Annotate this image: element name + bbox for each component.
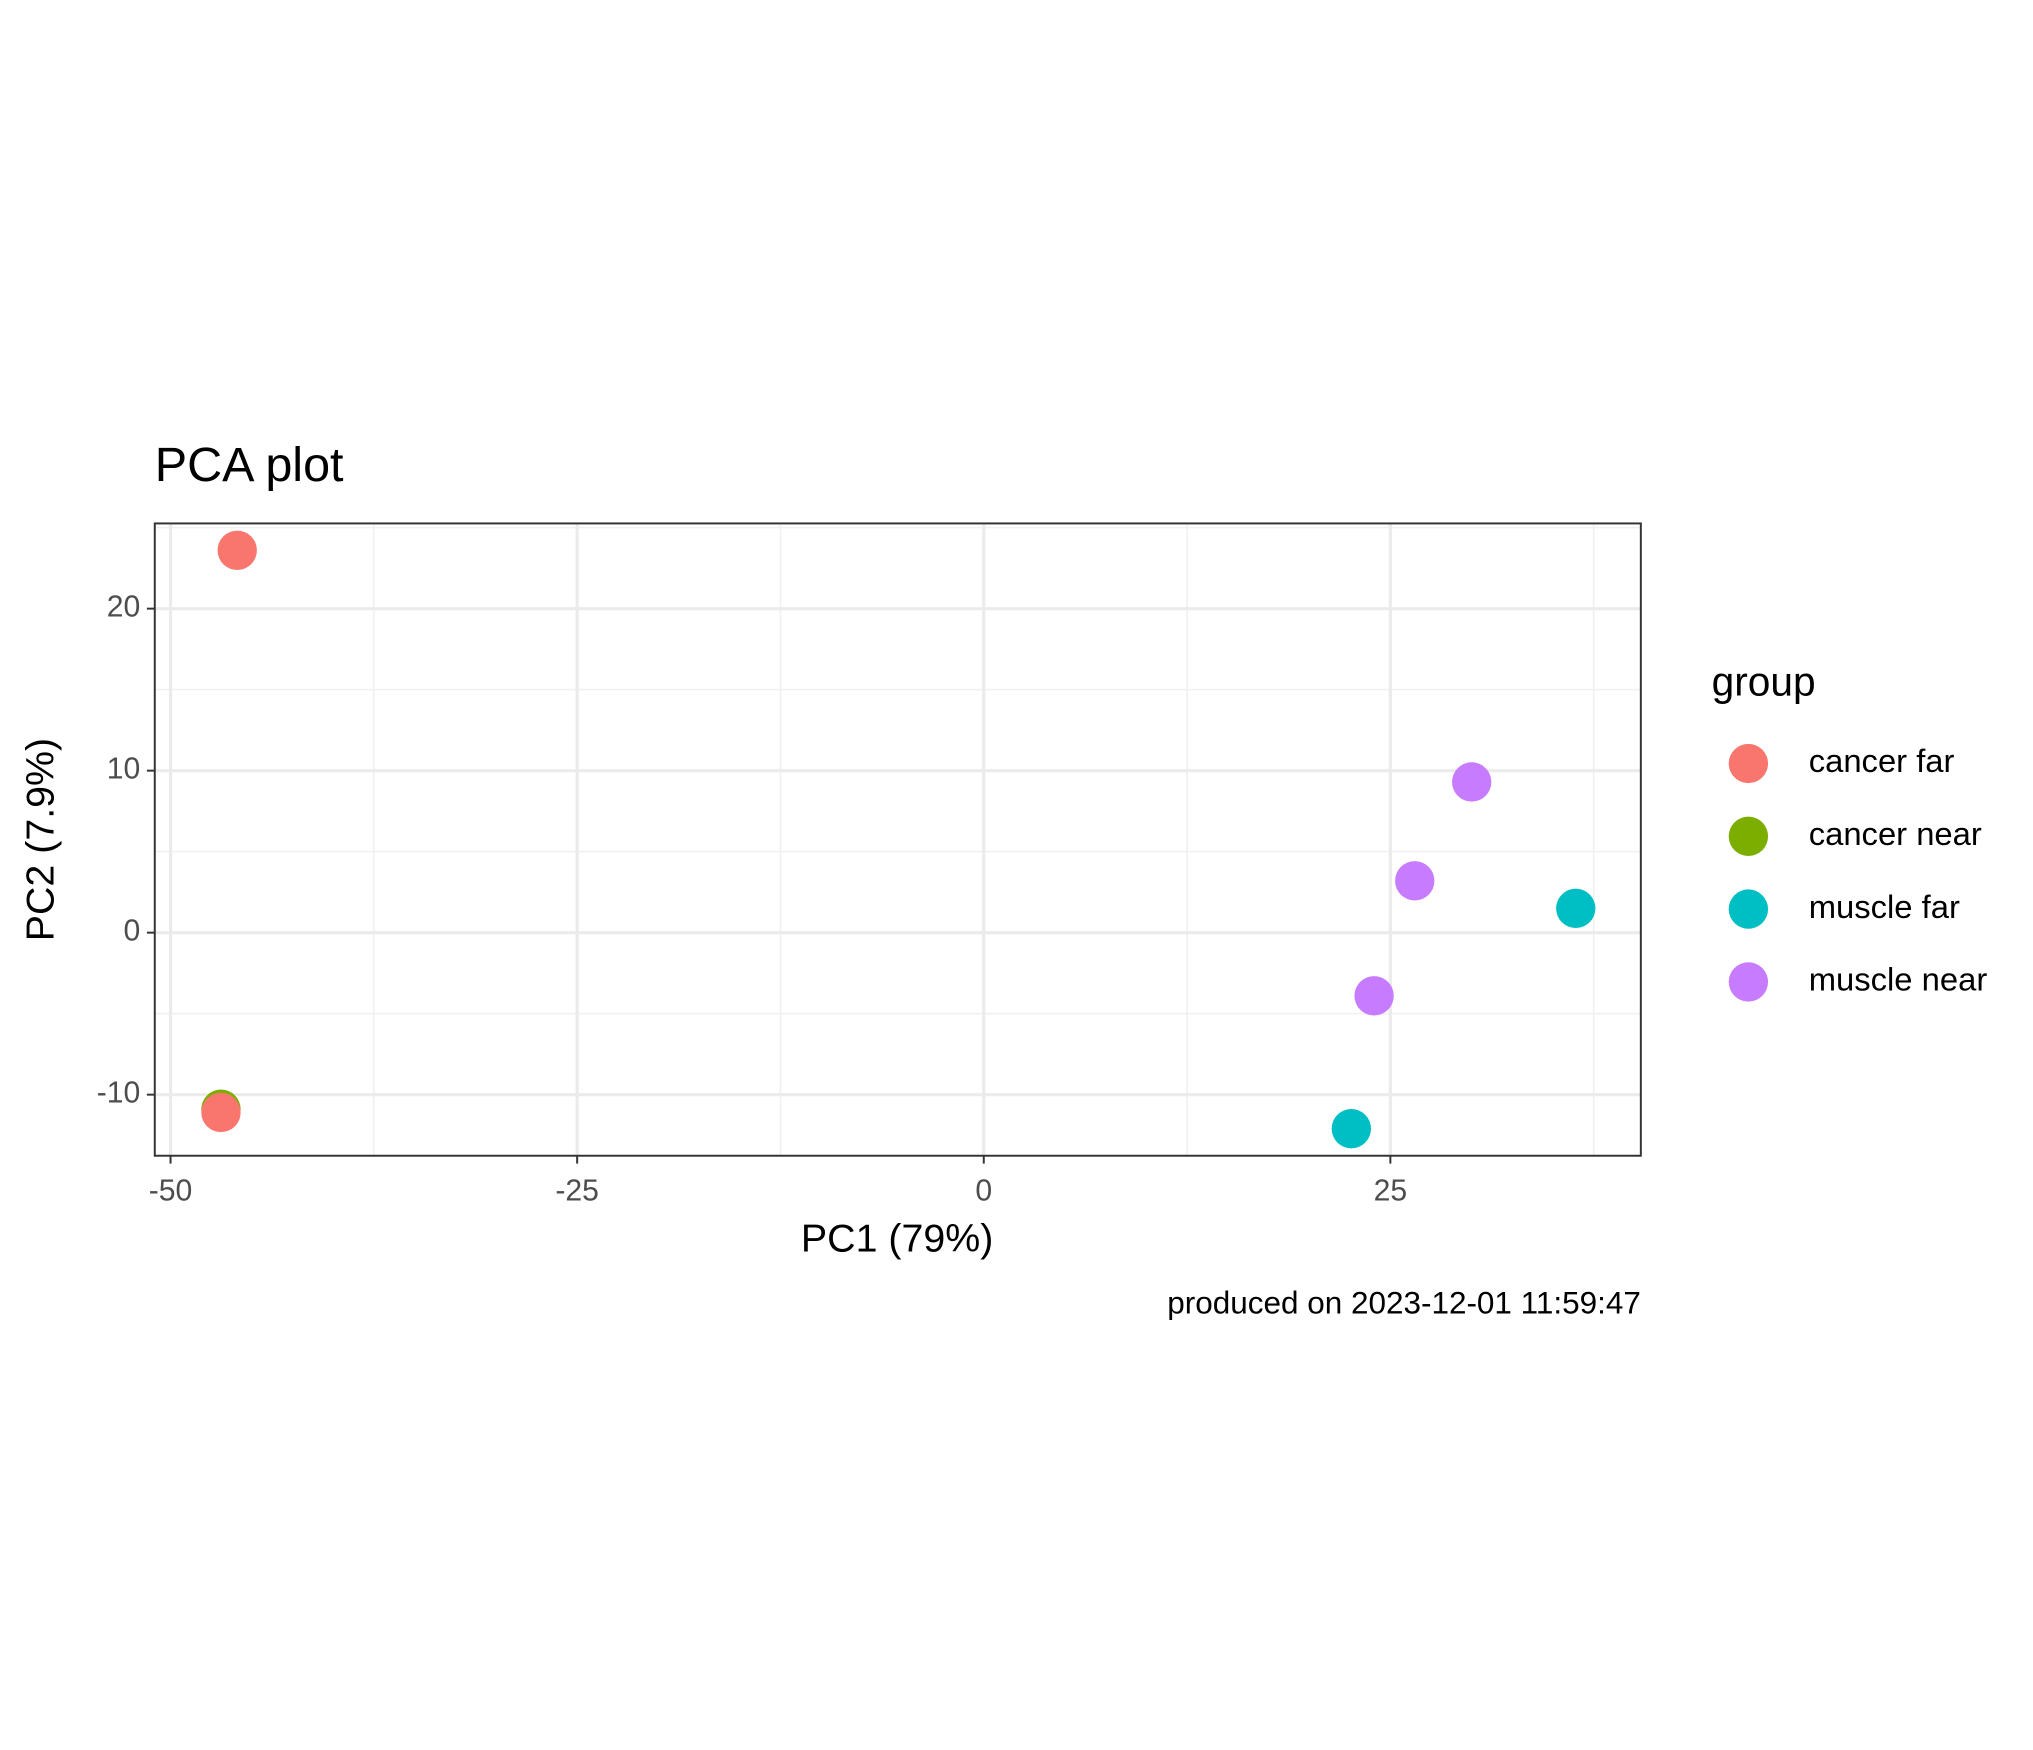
x-tick-label: -25	[555, 1174, 599, 1207]
y-tick-label: 20	[107, 591, 141, 624]
legend-key	[1728, 743, 1769, 784]
y-tick-label: -10	[97, 1077, 141, 1110]
point	[1354, 976, 1394, 1016]
plot-panel	[154, 523, 1641, 1156]
legend-key	[1728, 962, 1769, 1002]
x-axis-title: PC1 (79%)	[801, 1216, 993, 1260]
plot-border	[153, 522, 1642, 1157]
y-axis-title: PC2 (7.9%)	[19, 738, 63, 941]
point	[201, 1092, 241, 1133]
x-tick-label: 0	[975, 1174, 992, 1207]
legend-label: cancer near	[1809, 815, 1982, 852]
point	[1556, 888, 1596, 929]
x-tick-label: 25	[1374, 1174, 1408, 1207]
point	[1452, 762, 1492, 802]
point	[1331, 1109, 1371, 1149]
legend-key	[1728, 816, 1769, 856]
y-tick-label: 0	[124, 915, 141, 948]
legend-label: cancer far	[1809, 742, 1955, 779]
legend-key	[1728, 889, 1769, 929]
chart-title: PCA plot	[155, 438, 344, 492]
legend-label: muscle far	[1809, 888, 1960, 925]
point	[217, 530, 257, 570]
legend-label: muscle near	[1809, 961, 1988, 998]
y-tick-label: 10	[107, 753, 141, 786]
legend-title: group	[1712, 659, 1816, 705]
x-tick-label: -50	[149, 1174, 193, 1207]
point	[1395, 861, 1435, 901]
caption: produced on 2023-12-01 11:59:47	[1167, 1286, 1641, 1321]
